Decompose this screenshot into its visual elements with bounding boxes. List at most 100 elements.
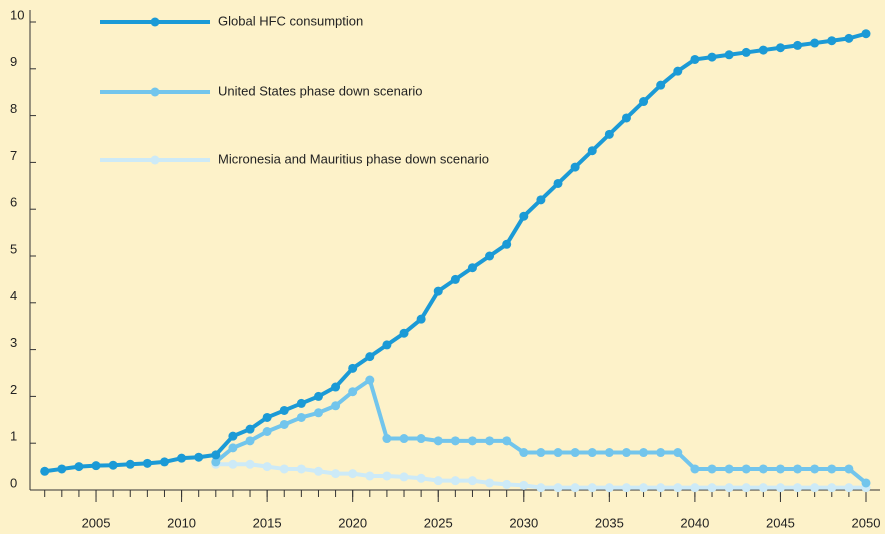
point — [844, 483, 854, 493]
point — [639, 483, 649, 493]
point — [639, 97, 649, 107]
point — [382, 434, 392, 444]
y-tick-label: 3 — [10, 335, 17, 350]
point — [245, 424, 255, 434]
point — [827, 36, 837, 46]
point — [262, 412, 272, 422]
point — [433, 436, 443, 446]
point — [467, 263, 477, 273]
point — [108, 460, 118, 470]
point — [125, 459, 135, 469]
point — [245, 436, 255, 446]
point — [553, 483, 563, 493]
point — [570, 162, 580, 172]
y-tick-label: 7 — [10, 148, 17, 163]
legend-label: Micronesia and Mauritius phase down scen… — [218, 151, 489, 166]
point — [194, 452, 204, 462]
point — [810, 38, 820, 48]
point — [433, 286, 443, 296]
x-tick-label: 2025 — [424, 515, 453, 530]
point — [844, 464, 854, 474]
point — [467, 436, 477, 446]
point — [775, 464, 785, 474]
point — [365, 471, 375, 481]
point — [416, 314, 426, 324]
y-tick-label: 8 — [10, 101, 17, 116]
legend-dot — [150, 87, 160, 97]
point — [279, 464, 289, 474]
point — [331, 382, 341, 392]
point — [519, 480, 529, 490]
point — [228, 443, 238, 453]
point — [433, 476, 443, 486]
point — [758, 45, 768, 55]
point — [228, 459, 238, 469]
y-tick-label: 6 — [10, 195, 17, 210]
point — [621, 113, 631, 123]
point — [724, 464, 734, 474]
point — [279, 405, 289, 415]
point — [399, 328, 409, 338]
point — [810, 483, 820, 493]
point — [621, 483, 631, 493]
point — [331, 401, 341, 411]
point — [827, 464, 837, 474]
point — [604, 129, 614, 139]
point — [211, 457, 221, 467]
point — [245, 459, 255, 469]
point — [707, 483, 717, 493]
point — [348, 387, 358, 397]
y-tick-label: 5 — [10, 241, 17, 256]
point — [296, 398, 306, 408]
point — [211, 450, 221, 460]
x-tick-label: 2035 — [595, 515, 624, 530]
y-tick-label: 4 — [10, 288, 17, 303]
point — [536, 195, 546, 205]
point — [690, 464, 700, 474]
point — [502, 479, 512, 489]
point — [416, 434, 426, 444]
point — [365, 352, 375, 362]
point — [758, 483, 768, 493]
point — [467, 476, 477, 486]
point — [296, 464, 306, 474]
point — [262, 462, 272, 472]
point — [348, 469, 358, 479]
point — [399, 472, 409, 482]
point — [262, 427, 272, 436]
point — [793, 464, 803, 474]
point — [279, 419, 289, 429]
x-tick-label: 2010 — [167, 515, 196, 530]
point — [382, 471, 392, 481]
legend-label: United States phase down scenario — [218, 83, 423, 98]
point — [793, 40, 803, 50]
point — [673, 448, 683, 458]
point — [365, 375, 375, 385]
point — [707, 52, 717, 62]
point — [450, 274, 460, 284]
point — [313, 466, 323, 476]
point — [40, 466, 50, 476]
point — [793, 483, 803, 493]
point — [621, 448, 631, 458]
point — [741, 47, 751, 57]
point — [724, 50, 734, 60]
point — [724, 483, 734, 493]
point — [313, 408, 323, 418]
point — [673, 66, 683, 76]
point — [707, 464, 717, 474]
point — [604, 483, 614, 493]
point — [74, 462, 84, 472]
point — [844, 33, 854, 43]
point — [159, 457, 169, 467]
point — [416, 473, 426, 483]
y-tick-label: 0 — [10, 475, 17, 490]
point — [382, 340, 392, 350]
point — [296, 412, 306, 422]
point — [536, 483, 546, 493]
point — [57, 464, 67, 474]
x-tick-label: 2005 — [82, 515, 111, 530]
point — [861, 29, 871, 39]
point — [775, 43, 785, 53]
